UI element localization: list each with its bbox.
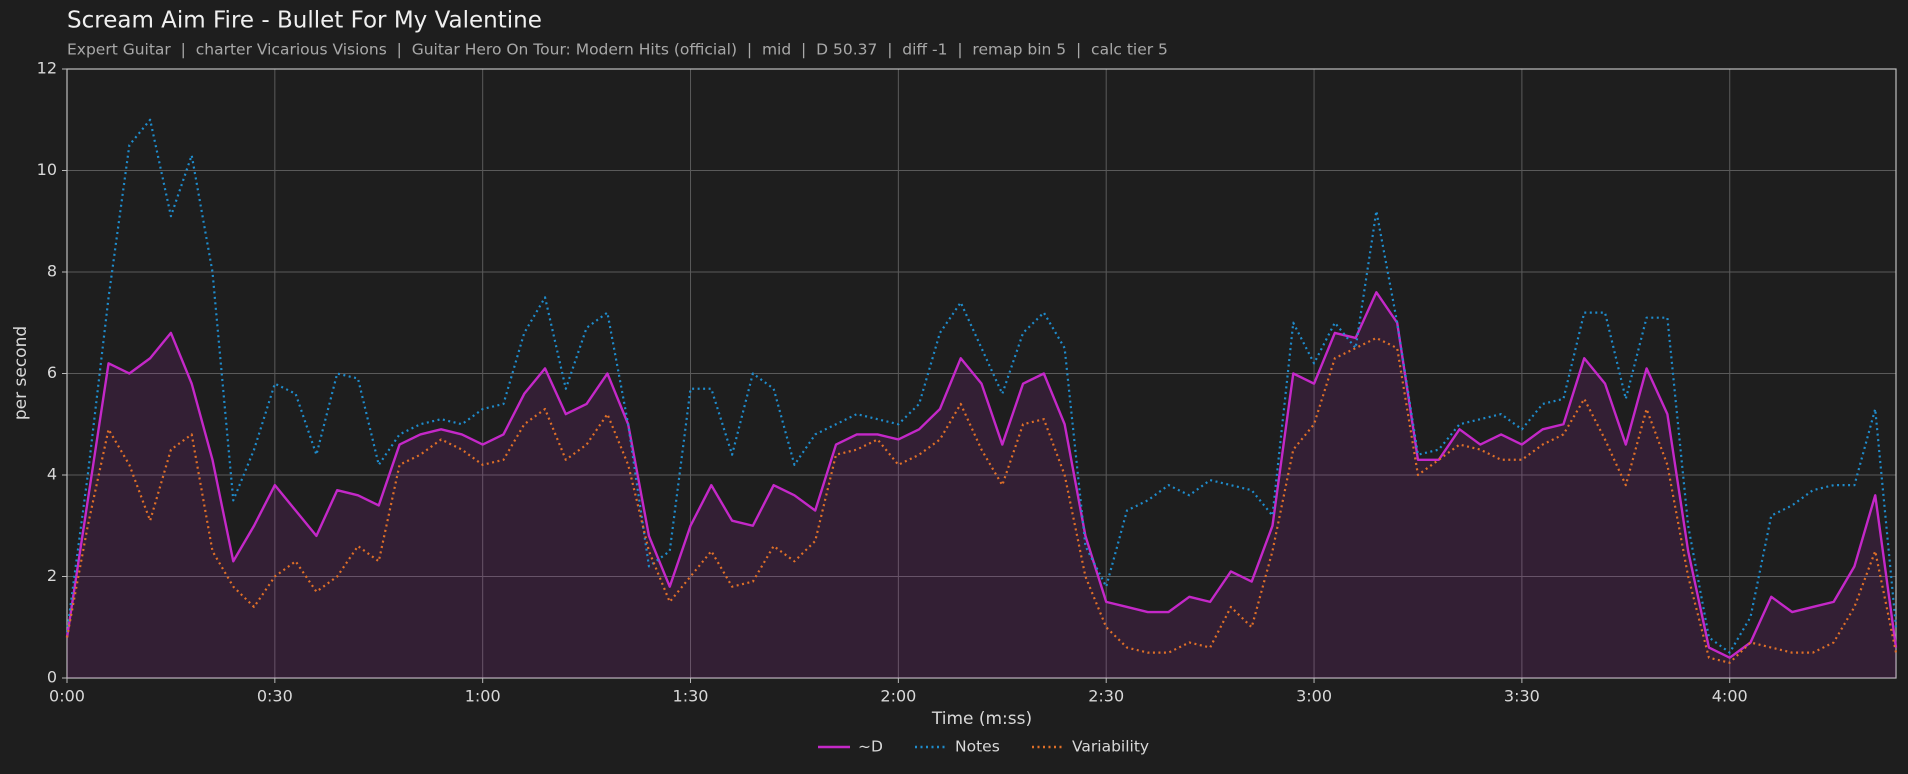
y-tick-label: 12 xyxy=(37,59,57,78)
line xyxy=(65,291,1898,659)
chart-title: Scream Aim Fire - Bullet For My Valentin… xyxy=(67,8,542,34)
x-tick-label: 4:00 xyxy=(1712,687,1748,706)
legend-label: Notes xyxy=(955,738,1000,756)
line xyxy=(65,336,1898,664)
chart-subtitle: Expert Guitar | charter Vicarious Vision… xyxy=(67,41,1168,59)
x-tick-label: 3:00 xyxy=(1296,687,1332,706)
y-tick-label: 10 xyxy=(37,160,57,179)
area xyxy=(67,292,1896,678)
x-tick-label: 3:30 xyxy=(1504,687,1540,706)
x-tick-label: 0:30 xyxy=(257,687,293,706)
line xyxy=(65,118,1898,654)
y-axis-label: per second xyxy=(11,326,31,420)
plot-frame xyxy=(66,68,1897,679)
x-tick-label: 2:30 xyxy=(1088,687,1124,706)
x-tick-label: 1:00 xyxy=(465,687,501,706)
y-tick-label: 4 xyxy=(47,465,57,484)
x-axis-label: Time (m:ss) xyxy=(931,709,1032,729)
x-tick-label: 2:00 xyxy=(880,687,916,706)
y-tick-label: 0 xyxy=(47,668,57,687)
y-tick-label: 6 xyxy=(47,363,57,382)
y-tick-label: 8 xyxy=(47,262,57,281)
x-tick-label: 0:00 xyxy=(49,687,85,706)
y-tick-label: 2 xyxy=(47,566,57,585)
x-tick-label: 1:30 xyxy=(673,687,709,706)
legend-label: ~D xyxy=(858,738,883,756)
legend-label: Variability xyxy=(1072,738,1149,756)
